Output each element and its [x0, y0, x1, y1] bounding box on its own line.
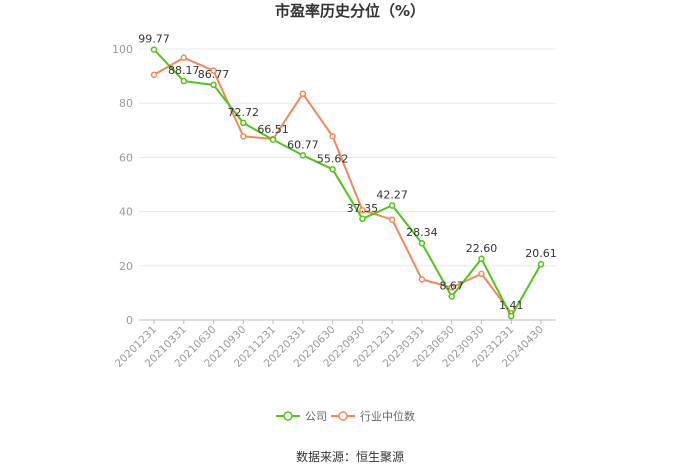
- data-point[interactable]: [537, 260, 545, 268]
- y-tick-label: 80: [119, 97, 133, 110]
- data-point[interactable]: [448, 293, 455, 300]
- data-point[interactable]: [210, 81, 217, 89]
- data-point[interactable]: [240, 133, 247, 140]
- data-label: 22.60: [466, 242, 498, 255]
- data-point[interactable]: [359, 215, 366, 223]
- data-point[interactable]: [418, 276, 426, 283]
- data-point[interactable]: [299, 152, 307, 159]
- data-point[interactable]: [150, 71, 158, 78]
- legend-label: 行业中位数: [360, 409, 415, 423]
- series-line-1: [153, 56, 512, 314]
- chart-title: 市盈率历史分位（%）: [275, 2, 425, 20]
- data-point[interactable]: [180, 77, 188, 85]
- data-point[interactable]: [478, 270, 485, 278]
- data-point[interactable]: [150, 46, 158, 53]
- legend-item-1[interactable]: 行业中位数: [331, 409, 415, 423]
- data-point[interactable]: [388, 216, 396, 223]
- legend-label: 公司: [305, 410, 327, 423]
- grid: [139, 48, 556, 267]
- data-label: 55.62: [317, 152, 349, 165]
- data-label: 99.77: [138, 33, 170, 46]
- data-label: 60.77: [287, 138, 319, 151]
- data-point[interactable]: [388, 202, 396, 209]
- data-point[interactable]: [478, 255, 485, 263]
- series-layer: [150, 46, 545, 320]
- data-point[interactable]: [299, 90, 307, 97]
- data-point[interactable]: [418, 239, 426, 247]
- y-tick-label: 100: [112, 43, 133, 56]
- legend-item-0[interactable]: 公司: [276, 410, 327, 423]
- data-label: 42.27: [376, 188, 408, 201]
- data-point[interactable]: [329, 166, 336, 173]
- legend[interactable]: 公司 行业中位数: [276, 409, 415, 423]
- data-point[interactable]: [507, 312, 515, 320]
- legend-swatch-marker: [338, 411, 348, 421]
- data-point[interactable]: [448, 284, 455, 291]
- data-label: 37.35: [347, 202, 379, 215]
- y-tick-label: 40: [119, 206, 133, 219]
- data-point[interactable]: [359, 206, 366, 214]
- data-point[interactable]: [269, 136, 277, 144]
- legend-swatch-marker: [283, 411, 293, 421]
- data-label: 20.61: [525, 247, 557, 260]
- data-point[interactable]: [240, 119, 247, 127]
- data-point[interactable]: [210, 67, 217, 74]
- data-label: 66.51: [257, 123, 289, 136]
- source-note: 数据来源：恒生聚源: [296, 449, 404, 464]
- series-line-0: [153, 48, 542, 318]
- data-label: 72.72: [228, 106, 260, 119]
- y-tick-label: 20: [119, 260, 133, 273]
- y-tick-label: 0: [126, 314, 133, 327]
- data-label: 1.41: [499, 299, 524, 312]
- data-label: 8.67: [439, 280, 464, 293]
- x-axis: 2020123120210331202106302021093020211231…: [113, 319, 556, 370]
- data-label: 28.34: [406, 226, 438, 239]
- data-label: 88.17: [168, 64, 200, 77]
- data-point[interactable]: [180, 54, 188, 61]
- data-point[interactable]: [329, 133, 336, 140]
- data-label: 86.77: [198, 68, 230, 81]
- y-tick-label: 60: [119, 151, 133, 164]
- y-axis: 0 20 40 60 80 100: [112, 43, 133, 327]
